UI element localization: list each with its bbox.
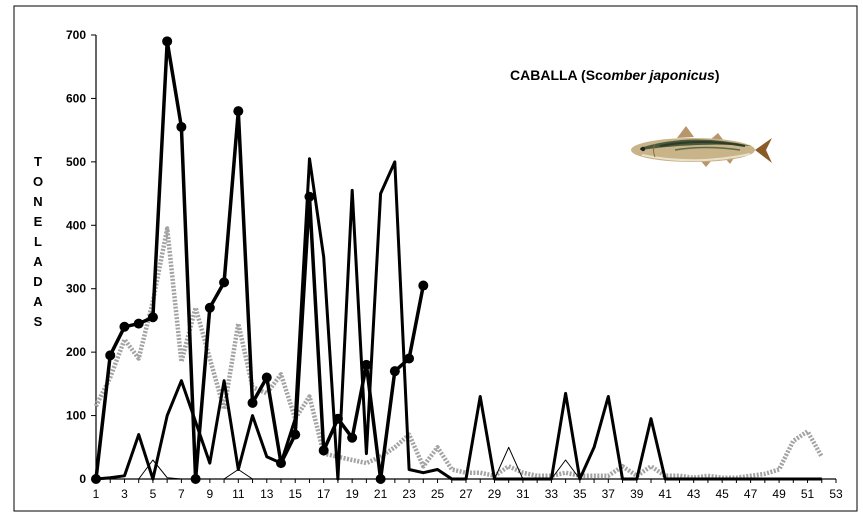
x-tick-label: 27 [459, 487, 473, 501]
y-tick-label: 200 [66, 345, 86, 359]
x-tick-label: 41 [659, 487, 673, 501]
y-label-letter: L [34, 234, 42, 249]
series-point [332, 413, 343, 424]
series-point [276, 458, 286, 469]
y-tick-label: 600 [66, 91, 86, 105]
x-tick-label: 35 [573, 487, 587, 501]
x-tick-label: 5 [150, 487, 157, 501]
y-label-letter: E [34, 214, 43, 229]
series-point [176, 121, 187, 132]
y-label-letter: T [34, 154, 42, 169]
x-tick-label: 11 [232, 487, 245, 501]
x-tick-label: 51 [801, 487, 815, 501]
y-label-letter: D [33, 274, 42, 289]
series-point [147, 312, 158, 323]
series-point [119, 321, 130, 332]
series-point [290, 429, 301, 440]
y-label-letter: S [34, 314, 43, 329]
x-tick-label: 13 [260, 487, 274, 501]
x-tick-label: 25 [431, 487, 445, 501]
series-point [219, 277, 230, 288]
y-label-letter: A [33, 254, 43, 269]
series-point [190, 474, 201, 484]
x-tick-label: 31 [516, 487, 530, 501]
x-tick-label: 29 [488, 487, 502, 501]
series-point [304, 191, 315, 202]
series-point [261, 372, 272, 383]
y-tick-label: 100 [66, 409, 86, 423]
series-point [418, 280, 429, 291]
x-tick-label: 15 [289, 487, 303, 501]
y-label-letter: O [33, 174, 43, 189]
mackerel-fish-icon [631, 126, 772, 167]
series-point [375, 474, 386, 484]
series-line-gray-dashed [93, 226, 824, 480]
y-tick-label: 700 [66, 28, 86, 42]
x-tick-label: 45 [715, 487, 729, 501]
series-point [233, 106, 244, 117]
y-tick-label: 500 [66, 155, 86, 169]
x-tick-label: 39 [630, 487, 644, 501]
y-tick-label: 300 [66, 282, 86, 296]
x-ticks: 1 3 5 7 9 11 13 15 17 19 21 23 25 27 29 31 33 35 37 39 41 43 4… [93, 479, 843, 501]
series-point [389, 366, 400, 377]
x-tick-label: 33 [545, 487, 559, 501]
series-point [204, 302, 215, 313]
x-tick-label: 3 [121, 487, 128, 501]
x-tick-label: 49 [772, 487, 786, 501]
x-tick-label: 43 [687, 487, 701, 501]
x-tick-label: 37 [602, 487, 616, 501]
series-point [162, 36, 173, 47]
x-tick-label: 47 [744, 487, 758, 501]
series-line-black-markers [94, 39, 426, 481]
series-point [133, 318, 144, 329]
series-point [91, 474, 101, 484]
series-line-black-line [95, 157, 822, 481]
series-point [318, 445, 329, 456]
series-point [361, 359, 372, 370]
chart-frame [13, 5, 858, 512]
series-point [347, 432, 358, 443]
x-tick-label: 23 [402, 487, 416, 501]
y-label-letter: A [33, 294, 43, 309]
y-tick-label: 0 [79, 472, 86, 486]
series-point [404, 353, 415, 364]
y-ticks: 0 100 200 300 400 500 600 700 [66, 28, 96, 486]
chart-title: CABALLA (Scomber japonicus) [510, 67, 720, 83]
y-tick-label: 400 [66, 218, 86, 232]
x-tick-label: 53 [829, 487, 843, 501]
x-tick-label: 21 [374, 487, 388, 501]
x-tick-label: 9 [207, 487, 214, 501]
series-layer [91, 36, 824, 484]
series-point [105, 350, 116, 361]
x-tick-label: 19 [345, 487, 359, 501]
x-tick-label: 17 [317, 487, 331, 501]
x-tick-label: 7 [178, 487, 185, 501]
y-label-letter: N [33, 194, 42, 209]
x-tick-label: 1 [93, 487, 100, 501]
series-point [247, 397, 258, 408]
